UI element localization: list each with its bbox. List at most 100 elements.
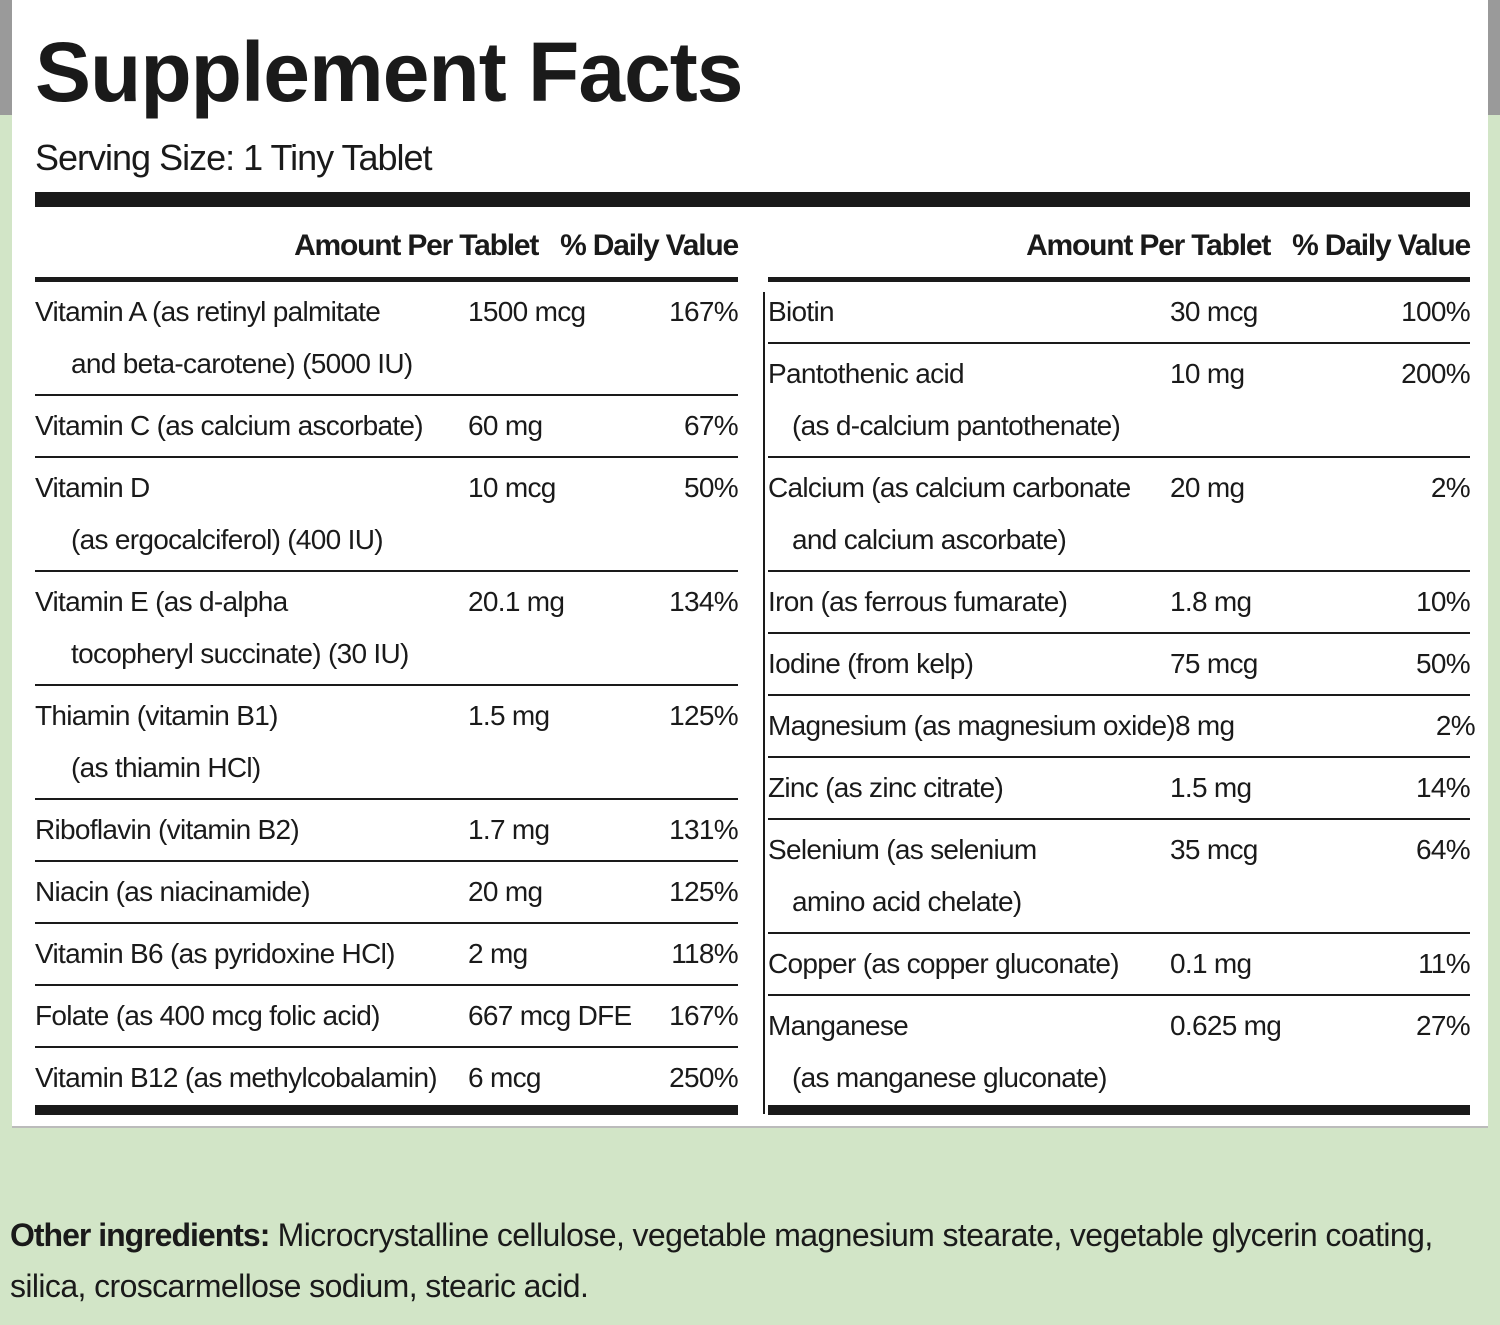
nutrient-row: Iodine (from kelp) 75 mcg 50% [768, 634, 1471, 696]
amount: 1500 mcg [468, 296, 586, 327]
daily-value: 167% [669, 296, 739, 327]
nutrient-row: Iron (as ferrous fumarate) 1.8 mg 10% [768, 572, 1471, 634]
amount: 667 mcg DFE [468, 1000, 632, 1031]
nutrient-row: Manganese 0.625 mg 27% (as manganese glucon… [768, 996, 1471, 1108]
amount: 8 mg [1174, 710, 1235, 741]
other-ingredients-text: Microcrystalline cellulose, vegetable ma… [10, 1217, 1433, 1304]
amount: 35 mcg [1170, 834, 1258, 865]
rule [35, 1105, 738, 1115]
nutrient-name: Calcium (as calcium carbonate [768, 472, 1131, 503]
amount: 30 mcg [1170, 296, 1258, 327]
amount: 75 mcg [1170, 648, 1258, 679]
nutrient-row: Niacin (as niacinamide) 20 mg 125% [35, 862, 739, 924]
nutrient-row: Vitamin B6 (as pyridoxine HCl) 2 mg 118% [35, 924, 739, 986]
nutrient-row: Copper (as copper gluconate) 0.1 mg 11% [768, 934, 1471, 996]
amount: 1.7 mg [468, 814, 550, 845]
nutrient-row: Selenium (as selenium 35 mcg 64% amino acid… [768, 820, 1471, 934]
left-column: Amount Per Tablet % Daily Value Vitamin A … [35, 215, 739, 1108]
header-label: Amount Per Tablet [1026, 229, 1271, 262]
daily-value: 134% [669, 586, 739, 617]
nutrient-name: Iodine (from kelp) [768, 648, 974, 679]
nutrient-name: Selenium (as selenium [768, 834, 1037, 865]
nutrient-name: Pantothenic acid [768, 358, 965, 389]
nutrient-row: Magnesium (as magnesium oxide) 8 mg 2% [768, 696, 1476, 758]
nutrient-name: Iron (as ferrous fumarate) [768, 586, 1068, 617]
daily-value: 10% [1416, 586, 1471, 617]
nutrient-name: Riboflavin (vitamin B2) [35, 814, 300, 845]
nutrient-row: Biotin 30 mcg 100% [768, 282, 1471, 344]
amount: 6 mcg [468, 1062, 541, 1093]
nutrient-detail: (as d-calcium pantothenate) [792, 410, 1121, 441]
amount: 10 mcg [468, 472, 556, 503]
nutrient-row: Calcium (as calcium carbonate 20 mg 2% and … [768, 458, 1471, 572]
amount: 20 mg [1170, 472, 1245, 503]
nutrient-name: Vitamin A (as retinyl palmitate [35, 296, 381, 327]
serving-size: Serving Size: 1 Tiny Tablet [35, 137, 433, 178]
nutrient-name: Vitamin B6 (as pyridoxine HCl) [35, 938, 395, 969]
divider [763, 292, 765, 1114]
nutrient-name: Copper (as copper gluconate) [768, 948, 1120, 979]
nutrient-detail: tocopheryl succinate) (30 IU) [71, 638, 409, 669]
nutrient-detail: and calcium ascorbate) [792, 524, 1067, 555]
nutrient-name: Magnesium (as magnesium oxide) [768, 710, 1176, 741]
daily-value: 11% [1418, 948, 1471, 979]
other-ingredients: Other ingredients: Microcrystalline cell… [10, 1210, 1450, 1312]
other-ingredients-label: Other ingredients: [10, 1217, 270, 1253]
nutrient-row: Folate (as 400 mcg folic acid) 667 mcg DF… [35, 986, 739, 1048]
amount: 2 mg [468, 938, 528, 969]
nutrient-detail: amino acid chelate) [792, 886, 1022, 917]
daily-value: 125% [669, 876, 739, 907]
nutrient-name: Vitamin B12 (as methylcobalamin) [35, 1062, 438, 1093]
amount: 0.625 mg [1170, 1010, 1282, 1041]
title: Supplement Facts [35, 25, 743, 119]
amount: 20 mg [468, 876, 543, 907]
nutrient-row: Pantothenic acid 10 mg 200% (as d-calcium p… [768, 344, 1471, 458]
nutrient-row: Thiamin (vitamin B1) 1.5 mg 125% (as thiami… [35, 686, 739, 800]
amount: 1.5 mg [1170, 772, 1252, 803]
rule [35, 192, 1470, 207]
nutrient-row: Zinc (as zinc citrate) 1.5 mg 14% [768, 758, 1471, 820]
nutrient-row: Vitamin B12 (as methylcobalamin) 6 mcg 250… [35, 1048, 739, 1108]
daily-value: 2% [1435, 710, 1476, 741]
nutrient-row: Vitamin C (as calcium ascorbate) 60 mg 67% [35, 396, 739, 458]
daily-value: 50% [1416, 648, 1471, 679]
daily-value: 64% [1416, 834, 1471, 865]
supplement-facts-panel: Supplement Facts Serving Size: 1 Tiny Ta… [12, 0, 1488, 1128]
nutrient-detail: (as manganese gluconate) [792, 1062, 1107, 1093]
daily-value: 250% [669, 1062, 739, 1093]
daily-value: 131% [669, 814, 739, 845]
nutrient-detail: and beta-carotene) (5000 IU) [71, 348, 413, 379]
daily-value: 2% [1430, 472, 1471, 503]
nutrient-name: Zinc (as zinc citrate) [768, 772, 1004, 803]
nutrient-detail: (as ergocalciferol) (400 IU) [71, 524, 384, 555]
amount: 1.5 mg [468, 700, 550, 731]
nutrient-name: Vitamin C (as calcium ascorbate) [35, 410, 424, 441]
daily-value: 50% [684, 472, 739, 503]
daily-value: 67% [684, 410, 739, 441]
header-label: Amount Per Tablet [294, 229, 539, 262]
daily-value: 118% [671, 938, 738, 969]
right-column: Amount Per Tablet % Daily Value Biotin 30 m… [768, 215, 1476, 1108]
daily-value: 125% [669, 700, 739, 731]
header-label: % Daily Value [1292, 229, 1471, 262]
nutrient-row: Vitamin E (as d-alpha 20.1 mg 134% tocopher… [35, 572, 739, 686]
rule [768, 1105, 1470, 1115]
nutrient-name: Biotin [768, 296, 835, 327]
header-label: % Daily Value [560, 229, 739, 262]
daily-value: 167% [669, 1000, 739, 1031]
nutrient-name: Folate (as 400 mcg folic acid) [35, 1000, 380, 1031]
daily-value: 27% [1416, 1010, 1471, 1041]
daily-value: 14% [1416, 772, 1471, 803]
nutrient-row: Riboflavin (vitamin B2) 1.7 mg 131% [35, 800, 739, 862]
column-header: Amount Per Tablet % Daily Value [768, 215, 1471, 282]
daily-value: 100% [1401, 296, 1471, 327]
nutrient-name: Vitamin E (as d-alpha [35, 586, 288, 617]
nutrient-row: Vitamin D 10 mcg 50% (as ergocalciferol) (4… [35, 458, 739, 572]
nutrient-name: Manganese [768, 1010, 909, 1041]
nutrient-row: Vitamin A (as retinyl palmitate 1500 mcg 1… [35, 282, 739, 396]
amount: 20.1 mg [468, 586, 565, 617]
nutrient-name: Vitamin D [35, 472, 150, 503]
nutrient-name: Thiamin (vitamin B1) [35, 700, 278, 731]
amount: 10 mg [1170, 358, 1245, 389]
